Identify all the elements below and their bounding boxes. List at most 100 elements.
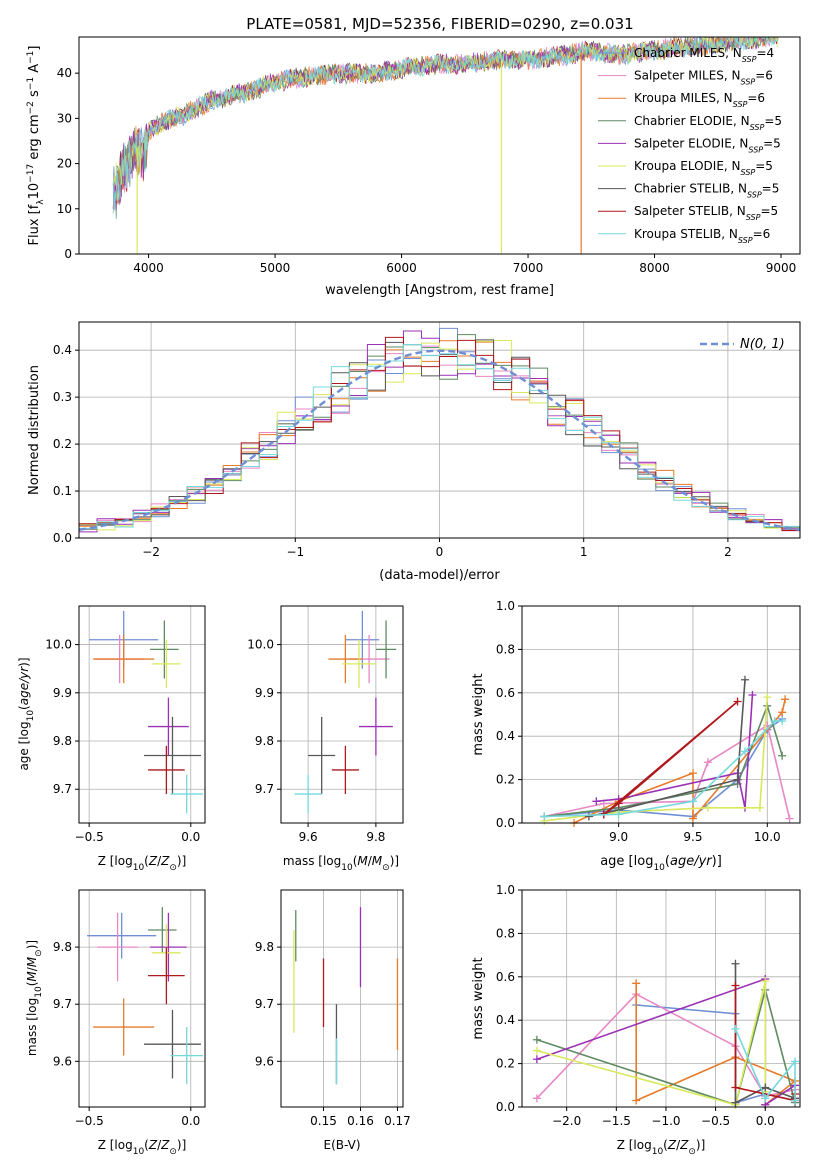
spectrum-xtick-label: 7000 (513, 261, 544, 275)
residuals-normal-curve (78, 349, 801, 531)
mass_weight_vs_Z-marker (761, 1083, 770, 1092)
mass_vs_Z-ytick-label: 9.6 (53, 1054, 72, 1068)
mass_weight_vs_age-ytick-label: 0.6 (496, 686, 515, 700)
spectrum-xtick-label: 5000 (260, 261, 291, 275)
residuals-ytick-label: 0.3 (53, 390, 72, 404)
legend-label-tail: =6 (747, 91, 765, 105)
mass_weight_vs_Z-marker (532, 1035, 541, 1044)
spectrum-ytick-label: 30 (57, 111, 72, 125)
mass_weight_vs_Z-series-line (536, 980, 767, 1106)
legend-label-text: Salpeter STELIB, N (634, 204, 746, 218)
spectrum-legend-label: Chabrier STELIB, NSSP=5 (634, 182, 779, 200)
mass_weight_vs_age-marker (688, 769, 697, 778)
mass_weight_vs_Z-xtick-label: 0.0 (756, 1114, 775, 1128)
spectrum-xtick-label: 4000 (133, 261, 164, 275)
legend-label-text: Kroupa MILES, N (634, 91, 733, 105)
spectrum-legend-label: Chabrier ELODIE, NSSP=5 (634, 114, 782, 132)
legend-label-sub: SSP (748, 145, 763, 154)
age_vs_Z-panel: −0.5 0.0 9.7 9.8 9.9 10.0 Z [log10(Z/Z⊙)] age [… (17, 605, 206, 873)
mass_weight_vs_Z-xtick-label: −2.0 (552, 1114, 581, 1128)
mass_weight_vs_age-ytick-label: 0.8 (496, 642, 515, 656)
mass_vs_Z-xtick-label: 0.0 (181, 1114, 200, 1128)
age_vs_mass-panel: 9.6 9.8 9.7 9.8 9.9 10.0 mass [log10(M/M⊙)] (247, 605, 404, 873)
mass_weight_vs_Z-marker (731, 1083, 740, 1092)
mass_weight_vs_Z-marker (532, 1055, 541, 1064)
age_vs_mass-xlabel: mass [log10(M/M⊙)] (283, 854, 399, 873)
age_vs_Z-xtick-label: 0.0 (181, 830, 200, 844)
spectrum-ytick-label: 10 (57, 202, 72, 216)
mass_vs_ebv-xlabel: E(B-V) (323, 1138, 360, 1152)
residuals-panel: −2 −1 0 1 2 0.0 0.1 0.2 0.3 0.4 (data-model)/error… (27, 321, 801, 583)
mass_weight_vs_age-marker (748, 690, 757, 699)
residuals-legend-label: N(0, 1) (740, 337, 785, 352)
mass_weight_vs_Z-marker (632, 979, 641, 988)
legend-label-text: Chabrier ELODIE, N (634, 114, 750, 128)
legend-label-sub: SSP (741, 77, 756, 86)
mass_weight_vs_Z-marker (731, 1024, 740, 1033)
mass_weight_vs_Z-xtick-label: −0.5 (701, 1114, 730, 1128)
residuals-ylabel: Normed distribution (27, 365, 42, 495)
mass_weight_vs_age-frame (521, 605, 801, 824)
age_vs_mass-xtick-label: 9.6 (299, 830, 318, 844)
spectrum-legend-label: Kroupa STELIB, NSSP=6 (634, 227, 770, 245)
legend-label-tail: =5 (760, 204, 778, 218)
spectrum-legend-label: Kroupa ELODIE, NSSP=5 (634, 159, 773, 177)
legend-label-tail: =6 (753, 227, 771, 241)
spectrum-xtick-label: 6000 (386, 261, 417, 275)
legend-label-tail: =5 (755, 159, 773, 173)
mass_weight_vs_age-ytick-label: 0.0 (496, 816, 515, 830)
age_vs_mass-ytick-label: 9.7 (255, 782, 274, 796)
residuals-ytick-label: 0.2 (53, 437, 72, 451)
mass_weight_vs_age-marker (778, 717, 787, 726)
residuals-ytick-label: 0.1 (53, 484, 72, 498)
legend-label-sub: SSP (742, 55, 757, 64)
mass_vs_ebv-frame (280, 889, 404, 1108)
mass_weight_vs_Z-marker (791, 1096, 800, 1105)
mass_vs_ebv-panel: 0.15 0.16 0.17 9.6 9.7 9.8 E(B-V) (255, 889, 411, 1152)
age_vs_mass-xtick-label: 9.8 (366, 830, 385, 844)
age_vs_mass-ytick-label: 10.0 (247, 638, 274, 652)
mass_vs_Z-xlabel: Z [log10(Z/Z⊙)] (98, 1138, 187, 1157)
mass_weight_vs_Z-ytick-label: 0.8 (496, 926, 515, 940)
mass_weight_vs_age-marker (733, 775, 742, 784)
mass_weight_vs_Z-marker (791, 1057, 800, 1066)
mass_weight_vs_age-marker (703, 758, 712, 767)
mass_vs_ebv-xtick-label: 0.16 (347, 1114, 374, 1128)
mass_weight_vs_age-marker (770, 717, 779, 726)
legend-label-tail: =5 (764, 114, 782, 128)
mass_weight_vs_age-marker (614, 799, 623, 808)
spectrum-series-line (112, 37, 779, 214)
mass_weight_vs_age-xlabel: age [log10(age/yr)] (600, 854, 722, 873)
residuals-xtick-label: 1 (580, 545, 588, 559)
age_vs_Z-ytick-label: 9.7 (53, 782, 72, 796)
age_vs_Z-xtick-label: −0.5 (75, 830, 104, 844)
mass_weight_vs_age-marker (584, 812, 593, 821)
age_vs_Z-frame (78, 605, 206, 824)
residuals-xtick-label: −1 (286, 545, 304, 559)
age_vs_Z-ytick-label: 10.0 (45, 638, 72, 652)
spectrum-legend-label: Salpeter MILES, NSSP=6 (634, 69, 773, 87)
mass_weight_vs_Z-marker (761, 977, 770, 986)
spectrum-series-group (112, 37, 779, 254)
mass_vs_Z-panel: −0.5 0.0 9.6 9.7 9.8 Z [log10(Z/Z⊙)] mass [log… (25, 889, 206, 1157)
mass_vs_Z-ylabel: mass [log10(M/M⊙)] (25, 940, 44, 1056)
legend-label-text: Salpeter MILES, N (634, 69, 741, 83)
spectrum-ytick-label: 20 (57, 157, 72, 171)
mass_weight_vs_Z-ytick-label: 0.4 (496, 1013, 515, 1027)
mass_weight_vs_Z-frame (521, 889, 801, 1108)
mass_weight_vs_age-ytick-label: 1.0 (496, 599, 515, 613)
spectrum-legend-label: Chabrier MILES, NSSP=4 (634, 46, 774, 64)
mass_weight_vs_age-marker (540, 812, 549, 821)
legend-label-text: Chabrier STELIB, N (634, 182, 747, 196)
mass_weight_vs_Z-series-line (734, 1028, 796, 1101)
age_vs_mass-frame (280, 605, 404, 824)
mass_weight_vs_Z-ytick-label: 0.2 (496, 1057, 515, 1071)
spectrum-legend-label: Salpeter STELIB, NSSP=5 (634, 204, 778, 222)
residuals-xtick-label: 2 (724, 545, 732, 559)
mass_weight_vs_age-marker (688, 797, 697, 806)
mass_weight_vs_age-marker (703, 803, 712, 812)
mass_weight_vs_Z-marker (731, 981, 740, 990)
legend-label-text: Chabrier MILES, N (634, 46, 742, 60)
spectrum-xtick-label: 9000 (766, 261, 797, 275)
